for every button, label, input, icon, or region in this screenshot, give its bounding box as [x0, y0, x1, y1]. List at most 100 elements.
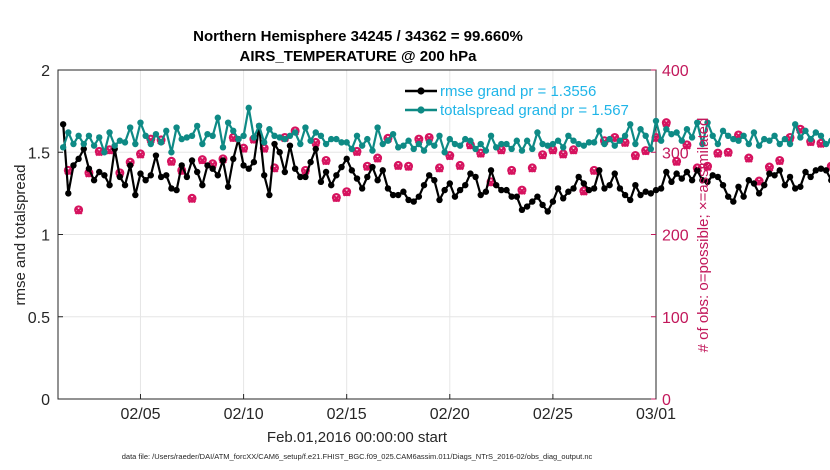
rmse-point — [740, 193, 747, 200]
rmse-point — [389, 191, 397, 199]
totalspread-point — [611, 142, 618, 149]
totalspread-point — [590, 139, 598, 146]
totalspread-point — [374, 124, 381, 131]
totalspread-point — [745, 140, 752, 148]
totalspread-point — [405, 137, 412, 144]
rmse-point — [487, 167, 495, 174]
rmse-point — [425, 172, 433, 179]
obs_assimilated-point — [404, 163, 413, 172]
rmse-point — [663, 168, 670, 176]
rmse-point — [621, 191, 629, 199]
rmse-point — [678, 175, 685, 182]
series-layer — [59, 104, 830, 215]
totalspread-point — [235, 135, 242, 143]
totalspread-point — [364, 135, 371, 143]
totalspread-point — [255, 122, 263, 130]
totalspread-point — [508, 145, 515, 153]
rmse-point — [214, 172, 222, 179]
totalspread-point — [389, 130, 397, 138]
totalspread-point — [570, 137, 577, 144]
rmse-point — [590, 185, 598, 192]
totalspread-point — [673, 129, 680, 136]
totalspread-point — [230, 127, 237, 135]
totalspread-point — [343, 139, 350, 146]
totalspread-point — [101, 149, 108, 156]
totalspread-point — [90, 142, 98, 149]
obs_possible-point — [630, 151, 640, 161]
legend-rmse-label: rmse grand pr = 1.3556 — [440, 83, 596, 100]
totalspread-point — [802, 127, 809, 135]
totalspread-point — [817, 132, 825, 139]
rmse-point — [420, 181, 428, 189]
rmse-point — [286, 142, 294, 149]
obs_possible-point — [569, 145, 579, 155]
totalspread-point — [333, 135, 340, 143]
totalspread-point — [168, 149, 175, 156]
rmse-point — [317, 178, 325, 186]
rmse-point — [199, 181, 206, 189]
totalspread-point — [132, 140, 139, 148]
totalspread-point — [431, 142, 438, 149]
rmse-point — [147, 172, 154, 179]
obs_assimilated-point — [373, 154, 382, 163]
totalspread-point — [173, 124, 180, 131]
obs_assimilated-point — [816, 140, 825, 149]
x-tick-label: 02/20 — [430, 406, 470, 423]
left-axis-label: rmse and totalspread — [12, 165, 29, 306]
rmse-point — [369, 163, 376, 171]
rmse-point — [529, 198, 536, 205]
obs_assimilated-point — [497, 146, 506, 155]
obs_assimilated-point — [456, 162, 465, 171]
legend-rmse-marker — [417, 87, 425, 95]
totalspread-point — [755, 142, 763, 149]
totalspread-point — [451, 140, 459, 148]
rmse-point — [152, 152, 160, 159]
totalspread-point — [766, 137, 773, 144]
totalspread-point — [699, 140, 706, 148]
rmse-point — [173, 186, 180, 194]
obs_possible-point — [775, 155, 785, 165]
obs_assimilated-point — [188, 195, 197, 204]
rmse-point — [766, 170, 773, 177]
totalspread-point — [219, 144, 227, 151]
rmse-point — [230, 155, 237, 163]
totalspread-point — [565, 132, 572, 139]
totalspread-point — [467, 137, 474, 144]
totalspread-point — [482, 147, 490, 154]
rmse-point — [797, 183, 804, 190]
rmse-point — [245, 165, 252, 172]
totalspread-point — [395, 144, 402, 151]
rmse-point — [477, 191, 484, 199]
rmse-point — [822, 167, 830, 174]
x-tick-label: 02/25 — [533, 406, 573, 423]
rmse-point — [322, 168, 330, 176]
rmse-point — [261, 172, 268, 179]
rmse-point — [358, 185, 366, 192]
totalspread-point — [137, 119, 144, 126]
rmse-point — [163, 172, 170, 179]
totalspread-point — [791, 121, 799, 128]
obs_assimilated-point — [476, 149, 485, 158]
rmse-point — [709, 172, 716, 179]
obs_assimilated-point — [538, 151, 547, 160]
obs_possible-point — [682, 140, 692, 150]
totalspread-point — [647, 145, 655, 153]
totalspread-point — [369, 147, 376, 154]
rmse-point — [817, 165, 825, 172]
totalspread-point — [735, 137, 742, 144]
totalspread-point — [704, 119, 711, 126]
rmse-point — [647, 190, 655, 197]
totalspread-point — [142, 132, 149, 139]
right-axis-ticks: 0 100 200 300 400 — [651, 63, 689, 409]
rmse-point — [431, 177, 438, 184]
rmse-point — [271, 140, 278, 148]
totalspread-point — [266, 126, 273, 133]
left-tick-label: 0.5 — [28, 310, 50, 327]
totalspread-point — [544, 142, 551, 149]
rmse-point — [297, 173, 304, 181]
rmse-point — [652, 186, 660, 194]
totalspread-point — [281, 135, 289, 143]
rmse-point — [312, 145, 319, 153]
rmse-point — [750, 180, 758, 187]
